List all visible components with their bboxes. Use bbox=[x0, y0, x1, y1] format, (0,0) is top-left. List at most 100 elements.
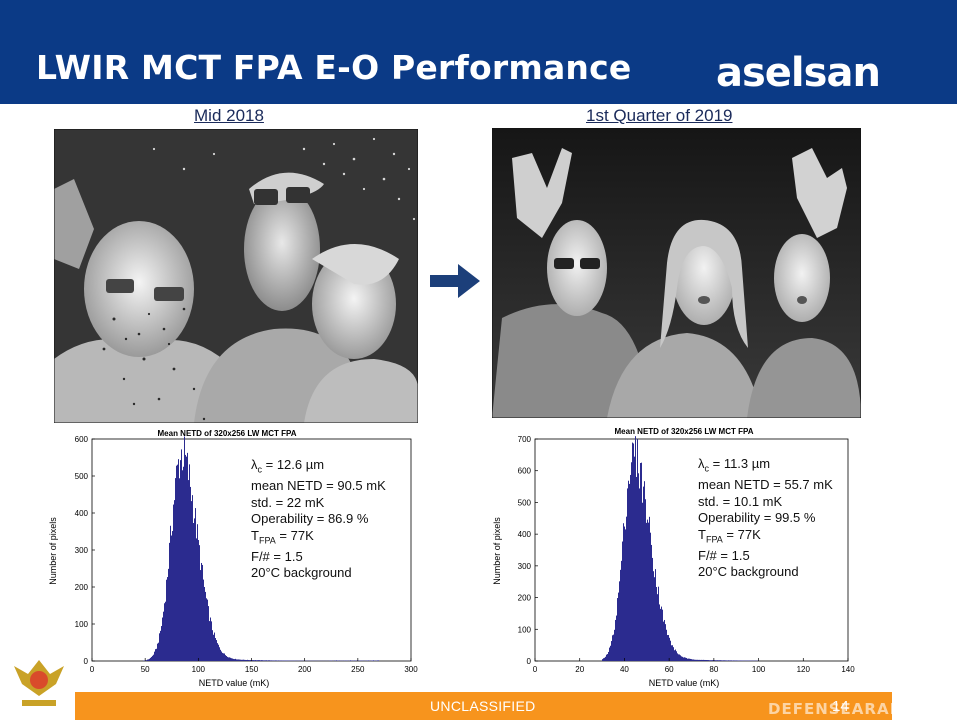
histogram-bar bbox=[672, 645, 673, 661]
x-tick-label: 20 bbox=[575, 665, 584, 674]
histogram-bar bbox=[727, 660, 728, 661]
histogram-bar bbox=[237, 659, 238, 661]
histogram-bar bbox=[737, 660, 738, 661]
histogram-bar bbox=[200, 570, 201, 661]
stats-2018: λc = 12.6 µm mean NETD = 90.5 mK std. = … bbox=[251, 457, 386, 582]
histogram-bar bbox=[336, 660, 337, 661]
histogram-bar bbox=[152, 656, 153, 661]
histogram-bar bbox=[647, 520, 648, 661]
histogram-bar bbox=[646, 523, 647, 661]
histogram-bar bbox=[659, 604, 660, 661]
histogram-bar bbox=[373, 660, 374, 661]
histogram-bar bbox=[634, 457, 635, 661]
stat-fnum: F/# = 1.5 bbox=[698, 548, 833, 565]
histogram-bar bbox=[276, 660, 277, 661]
x-tick-label: 40 bbox=[620, 665, 629, 674]
y-tick-label: 300 bbox=[75, 546, 89, 555]
histogram-bar bbox=[615, 620, 616, 661]
histogram-bar bbox=[685, 658, 686, 661]
histogram-bar bbox=[723, 660, 724, 661]
histogram-bar bbox=[639, 488, 640, 661]
histogram-bar bbox=[236, 659, 237, 661]
histogram-bar bbox=[728, 660, 729, 661]
histogram-bar bbox=[197, 524, 198, 661]
histogram-bar bbox=[707, 660, 708, 661]
histogram-bar bbox=[701, 660, 702, 661]
y-tick-label: 200 bbox=[518, 594, 532, 603]
histogram-bar bbox=[281, 660, 282, 661]
y-tick-label: 400 bbox=[75, 509, 89, 518]
histogram-bar bbox=[256, 660, 257, 661]
histogram-bar bbox=[167, 577, 168, 661]
histogram-bar bbox=[689, 659, 690, 661]
histogram-bar bbox=[607, 654, 608, 661]
stat-background: 20°C background bbox=[251, 565, 386, 582]
histogram-bar bbox=[610, 646, 611, 661]
histogram-bar bbox=[661, 607, 662, 661]
y-tick-label: 600 bbox=[518, 467, 532, 476]
histogram-bar bbox=[617, 598, 618, 661]
histogram-bar bbox=[238, 659, 239, 661]
stat-mean: mean NETD = 90.5 mK bbox=[251, 478, 386, 495]
y-tick-label: 400 bbox=[518, 530, 532, 539]
histogram-bar bbox=[232, 659, 233, 661]
histogram-bar bbox=[699, 660, 700, 661]
y-tick-label: 600 bbox=[75, 435, 89, 444]
histogram-bar bbox=[172, 531, 173, 661]
histogram-bar bbox=[255, 660, 256, 661]
histogram-bar bbox=[654, 577, 655, 661]
histogram-bar bbox=[669, 638, 670, 661]
x-tick-label: 140 bbox=[841, 665, 855, 674]
histogram-bar bbox=[195, 508, 196, 661]
histogram-bar bbox=[243, 660, 244, 661]
histogram-bar bbox=[722, 660, 723, 661]
histogram-bar bbox=[700, 660, 701, 661]
histogram-bar bbox=[193, 523, 194, 661]
classification-label: UNCLASSIFIED bbox=[430, 698, 536, 714]
histogram-bar bbox=[184, 437, 185, 661]
histogram-bar bbox=[277, 660, 278, 661]
histogram-bar bbox=[622, 542, 623, 661]
histogram-bar bbox=[253, 660, 254, 661]
histogram-bar bbox=[640, 463, 641, 661]
histogram-bar bbox=[621, 561, 622, 661]
y-axis-label: Number of pixels bbox=[48, 517, 58, 585]
histogram-bar bbox=[655, 569, 656, 661]
histogram-bar bbox=[162, 618, 163, 661]
histogram-bar bbox=[720, 660, 721, 661]
histogram-bar bbox=[262, 660, 263, 661]
histogram-bar bbox=[177, 465, 178, 661]
histogram-bar bbox=[203, 580, 204, 661]
histogram-bar bbox=[216, 640, 217, 661]
thermal-image-2019 bbox=[492, 128, 861, 418]
histogram-bar bbox=[734, 660, 735, 661]
histogram-bar bbox=[664, 620, 665, 661]
histogram-bar bbox=[274, 660, 275, 661]
histogram-bar bbox=[272, 660, 273, 661]
stat-fnum: F/# = 1.5 bbox=[251, 549, 386, 566]
histogram-bar bbox=[223, 653, 224, 661]
histogram-bar bbox=[628, 481, 629, 661]
histogram-bar bbox=[715, 660, 716, 661]
stat-std: std. = 22 mK bbox=[251, 495, 386, 512]
histogram-bar bbox=[241, 660, 242, 661]
histogram-bar bbox=[160, 631, 161, 661]
x-tick-label: 150 bbox=[245, 665, 259, 674]
histogram-bar bbox=[194, 518, 195, 661]
slide-title: LWIR MCT FPA E-O Performance bbox=[36, 48, 631, 87]
x-tick-label: 50 bbox=[141, 665, 150, 674]
y-tick-label: 500 bbox=[518, 498, 532, 507]
forum-logo-icon bbox=[4, 656, 74, 723]
histogram-bar bbox=[155, 649, 156, 661]
histogram-bar bbox=[187, 453, 188, 661]
histogram-bar bbox=[608, 652, 609, 661]
histogram-bar bbox=[712, 660, 713, 661]
histogram-bar bbox=[188, 480, 189, 661]
histogram-bar bbox=[618, 593, 619, 661]
histogram-bar bbox=[257, 660, 258, 661]
histogram-bar bbox=[190, 487, 191, 661]
histogram-bar bbox=[211, 621, 212, 661]
histogram-bar bbox=[157, 644, 158, 661]
histogram-bar bbox=[648, 523, 649, 661]
stat-tfpa: TFPA = 77K bbox=[698, 527, 833, 548]
